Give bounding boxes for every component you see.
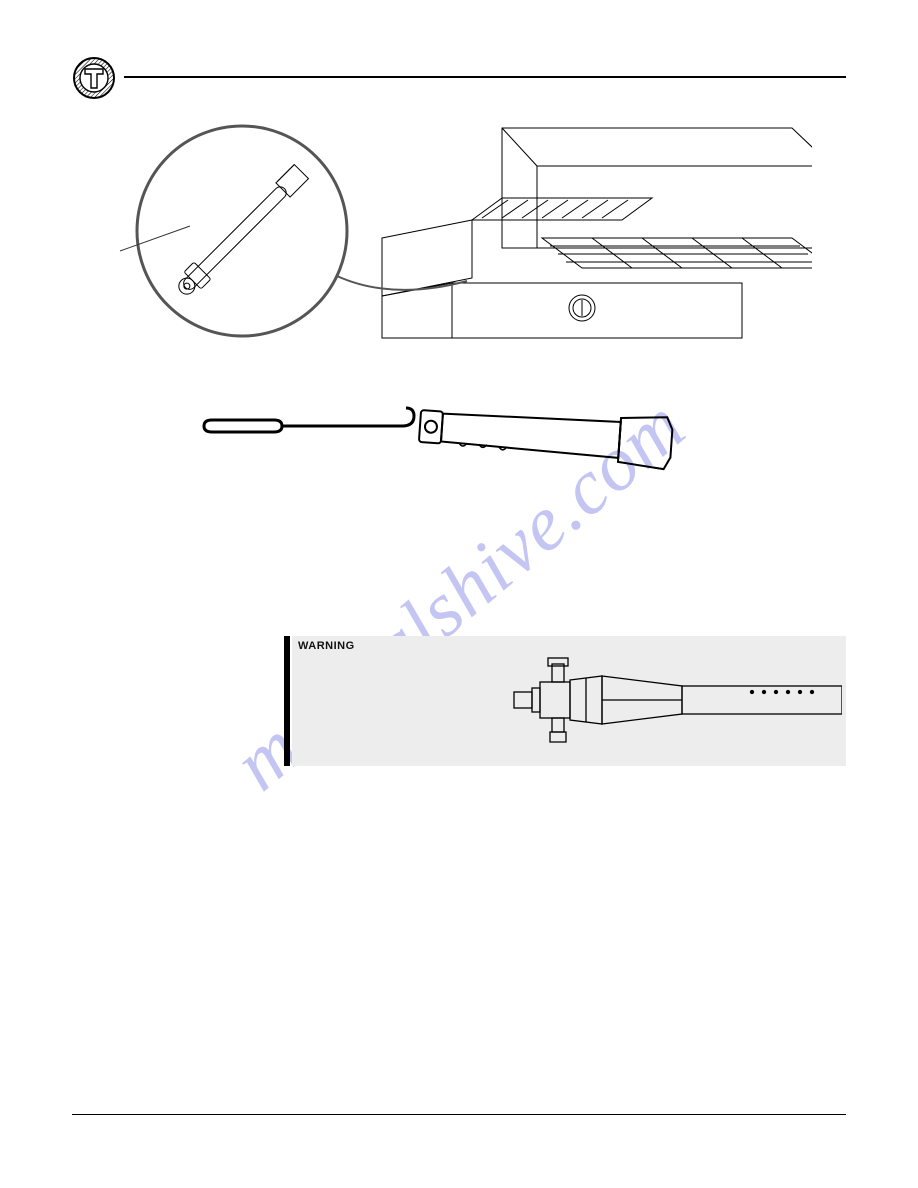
figure-burner-callout xyxy=(112,116,812,346)
figure-cleaning-wire xyxy=(202,386,682,486)
warning-accent-bar xyxy=(284,636,290,766)
footer-rule xyxy=(72,1114,846,1115)
page-content: WARNING xyxy=(72,56,846,1132)
warning-label: WARNING xyxy=(298,640,355,652)
header-rule xyxy=(124,76,846,78)
brand-logo-icon xyxy=(72,56,116,100)
figure-burner-valve-assembly xyxy=(512,652,842,752)
